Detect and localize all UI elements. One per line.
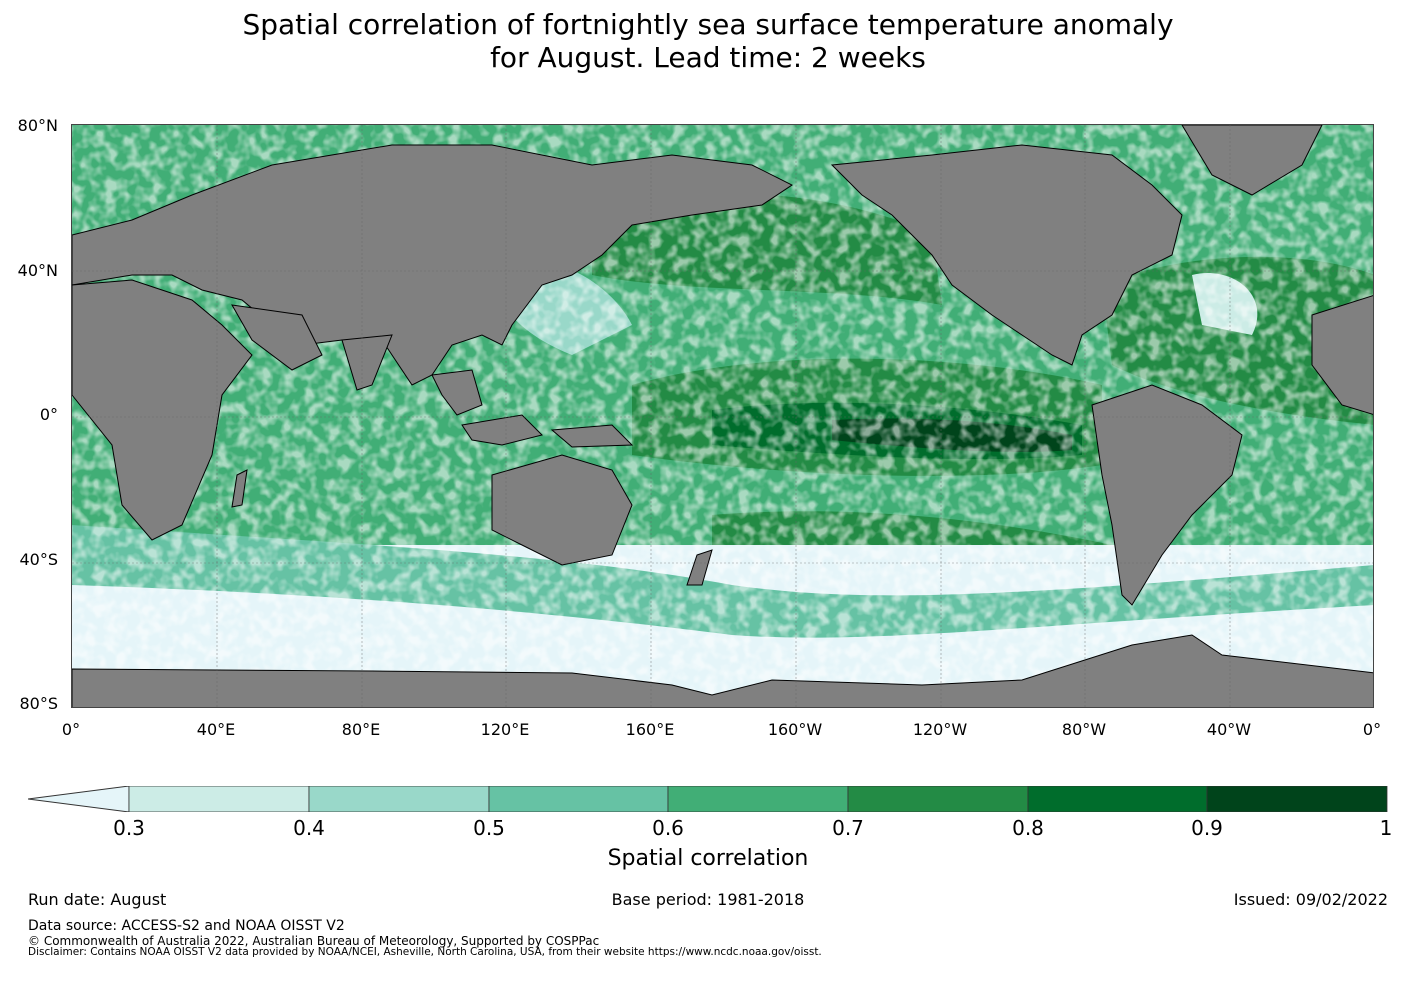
colorbar-bin-0.6-0.7 [667, 786, 849, 812]
colorbar-bin-0.4-0.5 [308, 786, 490, 812]
lon-label-80e: 80°E [341, 720, 381, 739]
land-antarctica [72, 634, 1373, 707]
copyright: © Commonwealth of Australia 2022, Austra… [28, 934, 600, 948]
land-se-asia [431, 369, 483, 416]
lon-label-120e: 120°E [480, 720, 530, 739]
issued-date: Issued: 09/02/2022 [1233, 890, 1388, 909]
lat-label-80s: 80°S [19, 694, 58, 713]
land-madagascar [231, 469, 248, 508]
colorbar-bin-0.5-0.6 [488, 786, 669, 812]
map-svg [72, 125, 1373, 707]
chart-title: Spatial correlation of fortnightly sea s… [0, 8, 1416, 74]
run-date: Run date: August [28, 890, 167, 909]
title-line-2: for August. Lead time: 2 weeks [490, 41, 926, 74]
base-period: Base period: 1981-2018 [611, 890, 805, 909]
colorbar-extend-arrow [28, 786, 130, 812]
land-greenland [1181, 125, 1323, 196]
land-africa [72, 279, 253, 541]
lat-label-40n: 40°N [17, 261, 58, 280]
lat-label-40s: 40°S [19, 550, 58, 569]
land-eurasia [72, 144, 793, 386]
colorbar-tick-0.3: 0.3 [113, 816, 145, 840]
colorbar-title: Spatial correlation [607, 846, 809, 871]
land-western-europe [1311, 295, 1373, 415]
lat-label-0: 0° [39, 405, 58, 424]
colorbar-bin-0.8-0.9 [1027, 786, 1208, 812]
lon-label-0-right: 0° [1362, 720, 1382, 739]
colorbar-tick-0.7: 0.7 [832, 816, 864, 840]
land-india [341, 334, 393, 391]
land-north-america [830, 144, 1183, 366]
disclaimer: Disclaimer: Contains NOAA OISST V2 data … [28, 946, 822, 958]
gridlines [72, 125, 1373, 707]
lon-label-160e: 160°E [625, 720, 675, 739]
lon-label-40e: 40°E [196, 720, 236, 739]
land [72, 125, 1373, 707]
title-line-1: Spatial correlation of fortnightly sea s… [242, 8, 1174, 41]
colorbar-tick-0.9: 0.9 [1191, 816, 1223, 840]
land-arabia [231, 304, 323, 371]
lon-label-80w: 80°W [1061, 720, 1107, 739]
colorbar-tick-0.6: 0.6 [652, 816, 684, 840]
land-australia [491, 454, 633, 566]
land-new-guinea [550, 424, 634, 448]
colorbar-tick-0.8: 0.8 [1012, 816, 1044, 840]
lon-label-0-left: 0° [61, 720, 81, 739]
land-indonesia [461, 414, 543, 446]
lon-label-120w: 120°W [912, 720, 968, 739]
lon-label-40w: 40°W [1206, 720, 1252, 739]
colorbar [28, 786, 1388, 812]
colorbar-bin-0.9-1 [1206, 786, 1388, 812]
colorbar-tick-1: 1 [1379, 816, 1393, 840]
lat-label-80n: 80°N [17, 116, 58, 135]
land-nz [686, 549, 713, 586]
colorbar-tick-0.4: 0.4 [293, 816, 325, 840]
data-source: Data source: ACCESS-S2 and NOAA OISST V2 [28, 918, 345, 934]
land-south-america [1091, 384, 1243, 606]
colorbar-bin-0.3-0.4 [128, 786, 310, 812]
correlation-map [71, 124, 1374, 708]
colorbar-tick-0.5: 0.5 [473, 816, 505, 840]
colorbar-bin-0.7-0.8 [847, 786, 1029, 812]
lon-label-160w: 160°W [767, 720, 823, 739]
